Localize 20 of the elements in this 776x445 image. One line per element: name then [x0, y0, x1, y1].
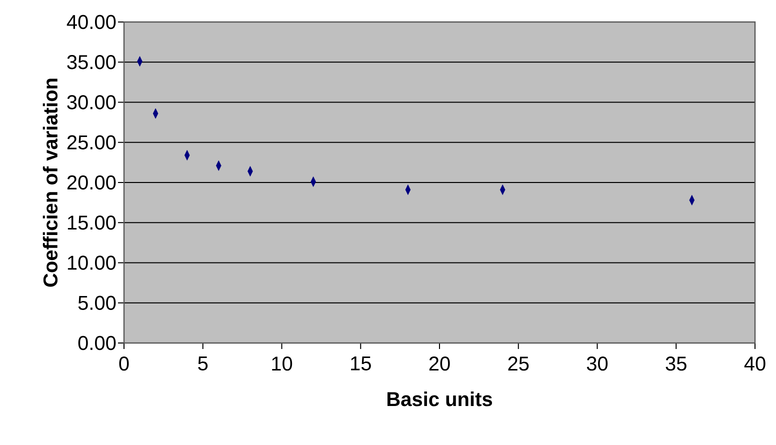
x-tick-label: 25 [508, 356, 529, 371]
y-tick-label: 0.00 [78, 336, 116, 350]
x-tick-label: 35 [666, 356, 686, 371]
y-axis-title: Coefficien of variation [42, 78, 58, 287]
y-tick-label: 15.00 [68, 216, 116, 230]
y-tick-label: 35.00 [67, 55, 116, 70]
y-tick-label: 10.00 [68, 256, 116, 270]
x-tick-label: 0 [119, 356, 129, 371]
y-tick-label: 30.00 [67, 95, 116, 110]
x-tick-label: 10 [272, 356, 292, 371]
y-tick-label: 5.00 [78, 296, 116, 310]
x-tick-label: 30 [586, 356, 608, 371]
y-tick-label: 25.00 [67, 135, 116, 150]
x-tick-label: 15 [351, 356, 371, 370]
x-tick-label: 20 [429, 356, 450, 371]
y-tick-label: 20.00 [67, 175, 116, 190]
x-tick-label: 40 [744, 356, 766, 371]
x-axis-title: Basic units [387, 392, 492, 406]
y-tick-label: 40.00 [66, 14, 116, 30]
x-tick-label: 5 [198, 356, 208, 370]
